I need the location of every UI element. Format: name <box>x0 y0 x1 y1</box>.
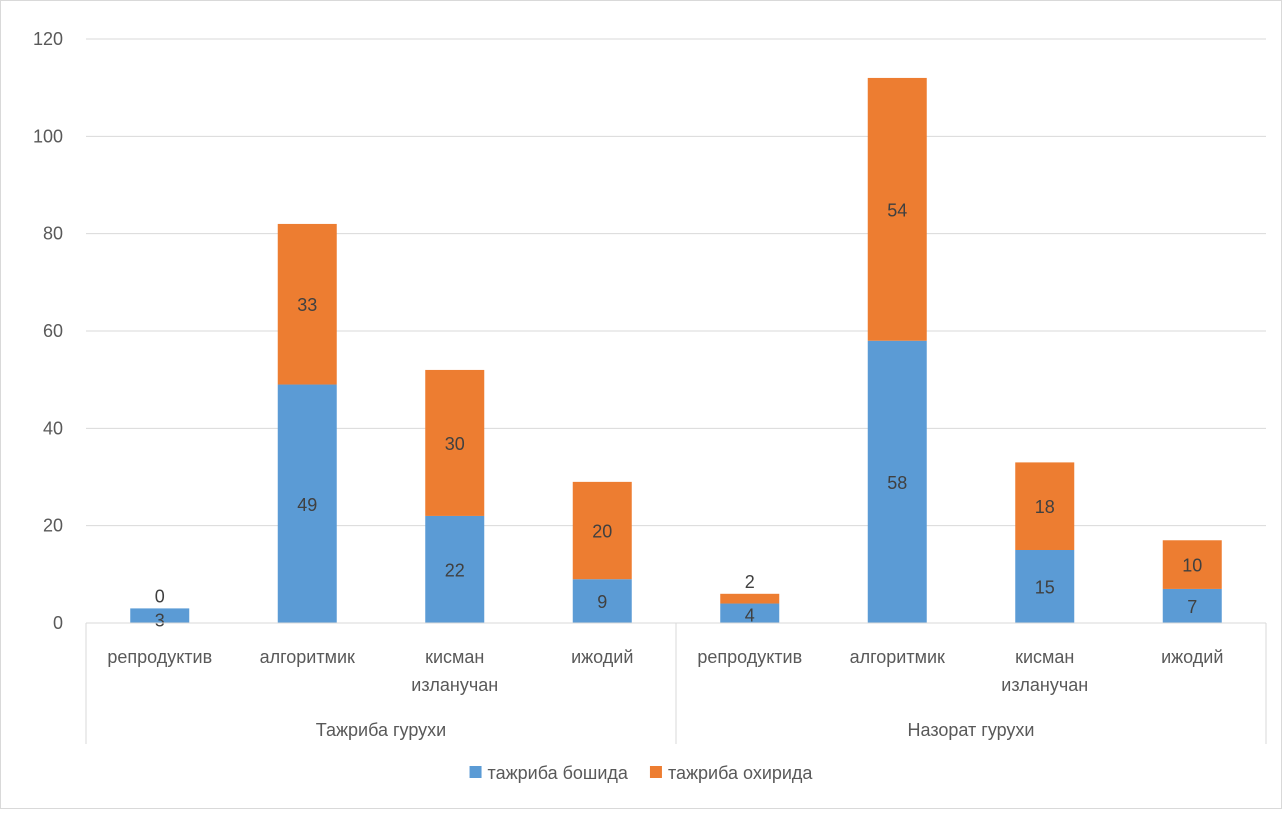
data-label-end: 54 <box>887 200 907 220</box>
bar-segment-start <box>277 384 337 623</box>
y-tick-label: 0 <box>53 613 63 633</box>
y-tick-label: 80 <box>43 224 63 244</box>
bar-segment-start <box>720 603 780 623</box>
x-category-label: изланучан <box>1001 675 1088 695</box>
x-category-label: репродуктив <box>107 647 212 667</box>
x-category-label: репродуктив <box>697 647 802 667</box>
y-tick-label: 40 <box>43 418 63 438</box>
data-label-start: 9 <box>597 592 607 612</box>
bar-segment-start <box>130 608 190 623</box>
bar-segment-end <box>1015 462 1075 550</box>
x-group-label: Назорат гурухи <box>908 720 1035 740</box>
data-label-end: 2 <box>745 572 755 592</box>
legend-swatch <box>649 766 662 778</box>
data-label-start: 58 <box>887 473 907 493</box>
data-label-start: 22 <box>445 560 465 580</box>
bar-segment-start <box>867 340 927 623</box>
y-tick-label: 120 <box>33 29 63 49</box>
x-category-label: ижодий <box>1161 647 1223 667</box>
data-label-end: 33 <box>297 295 317 315</box>
x-category-label: алгоритмик <box>850 647 945 667</box>
legend-label: тажриба охирида <box>668 763 813 783</box>
data-label-start: 7 <box>1187 597 1197 617</box>
data-label-start: 15 <box>1035 578 1055 598</box>
bar-segment-start <box>572 579 632 623</box>
data-label-end: 18 <box>1035 497 1055 517</box>
bars <box>130 77 1222 623</box>
bar-segment-start <box>1162 588 1222 623</box>
data-label-start: 4 <box>745 606 755 626</box>
data-label-end: 30 <box>445 434 465 454</box>
y-tick-label: 60 <box>43 321 63 341</box>
y-tick-label: 100 <box>33 126 63 146</box>
data-label-start: 3 <box>155 610 165 630</box>
x-group-label: Тажриба гурухи <box>316 720 446 740</box>
legend-swatch <box>469 766 482 778</box>
x-category-label: изланучан <box>411 675 498 695</box>
gridlines <box>86 38 1266 624</box>
data-label-end: 20 <box>592 522 612 542</box>
bar-segment-end <box>720 593 780 604</box>
legend: тажриба бошида тажриба охирида <box>469 763 813 783</box>
y-tick-label: 20 <box>43 516 63 536</box>
data-label-start: 49 <box>297 495 317 515</box>
data-label-end: 10 <box>1182 556 1202 576</box>
bar-segment-end <box>277 223 337 385</box>
bar-segment-start <box>425 515 485 623</box>
x-category-label: ижодий <box>571 647 633 667</box>
x-category-label: кисман <box>1015 647 1074 667</box>
legend-label: тажриба бошида <box>488 763 629 783</box>
x-category-label: кисман <box>425 647 484 667</box>
bar-segment-end <box>572 481 632 580</box>
data-label-end: 0 <box>155 586 165 606</box>
bar-segment-end <box>867 77 927 341</box>
x-category-label: алгоритмик <box>260 647 355 667</box>
bar-segment-end <box>1162 540 1222 589</box>
bar-segment-start <box>1015 550 1075 623</box>
bar-segment-end <box>425 369 485 516</box>
